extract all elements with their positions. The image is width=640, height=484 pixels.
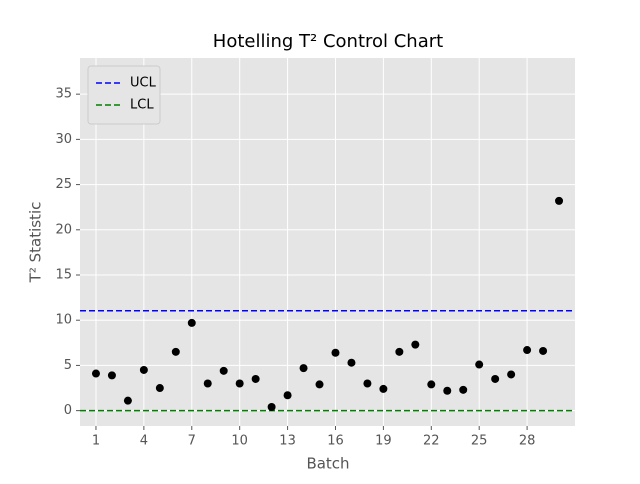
y-tick-label: 15 xyxy=(55,268,72,283)
point xyxy=(219,366,228,375)
x-tick-label: 19 xyxy=(375,434,392,449)
legend-label: LCL xyxy=(130,98,154,113)
point xyxy=(203,379,212,388)
chart-title: Hotelling T² Control Chart xyxy=(213,31,443,52)
x-tick-label: 16 xyxy=(327,434,344,449)
point xyxy=(459,385,468,394)
point xyxy=(251,374,260,383)
x-tick-label: 10 xyxy=(231,434,248,449)
point xyxy=(299,364,308,373)
point xyxy=(235,379,244,388)
y-tick-label: 0 xyxy=(64,403,72,418)
y-tick-label: 20 xyxy=(55,222,72,237)
point xyxy=(315,380,324,389)
y-tick-label: 5 xyxy=(64,358,72,373)
point xyxy=(123,396,132,405)
point xyxy=(427,380,436,389)
x-tick-label: 4 xyxy=(140,434,148,449)
point xyxy=(507,370,516,379)
point xyxy=(267,403,276,412)
point xyxy=(523,346,532,355)
point xyxy=(283,391,292,400)
x-tick-label: 13 xyxy=(279,434,296,449)
point xyxy=(411,340,420,349)
x-tick-label: 7 xyxy=(188,434,196,449)
point xyxy=(331,348,340,357)
y-tick-label: 10 xyxy=(55,313,72,328)
point xyxy=(187,318,196,327)
point xyxy=(171,347,180,356)
point xyxy=(139,365,148,374)
point xyxy=(363,379,372,388)
y-tick-label: 25 xyxy=(55,177,72,192)
y-tick-label: 30 xyxy=(55,132,72,147)
point xyxy=(395,347,404,356)
point xyxy=(91,369,100,378)
plot-area xyxy=(80,58,575,426)
legend-label: UCL xyxy=(130,76,157,91)
y-tick-label: 35 xyxy=(55,87,72,102)
point xyxy=(379,384,388,393)
point xyxy=(347,358,356,367)
x-tick-label: 25 xyxy=(471,434,488,449)
legend-box xyxy=(87,65,161,125)
point xyxy=(155,384,164,393)
point xyxy=(443,386,452,395)
x-axis-label: Batch xyxy=(306,455,349,473)
point xyxy=(107,371,116,380)
point xyxy=(491,374,500,383)
y-axis-label: T² Statistic xyxy=(27,202,45,284)
point xyxy=(555,196,564,205)
x-tick-label: 22 xyxy=(423,434,440,449)
x-tick-label: 1 xyxy=(92,434,100,449)
point xyxy=(475,360,484,369)
point xyxy=(539,346,548,355)
x-tick-label: 28 xyxy=(519,434,536,449)
